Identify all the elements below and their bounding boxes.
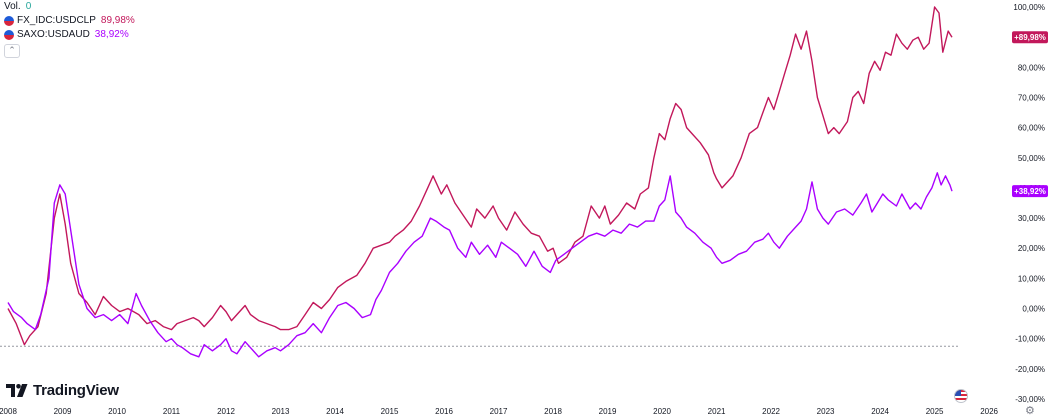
legend-series-row[interactable]: FX_IDC:USDCLP 89,98% — [4, 14, 135, 28]
x-tick-label: 2021 — [708, 407, 726, 416]
y-tick-label: -10,00% — [1015, 335, 1045, 344]
x-tick-label: 2014 — [326, 407, 344, 416]
x-tick-label: 2025 — [926, 407, 944, 416]
x-tick-label: 2016 — [435, 407, 453, 416]
tradingview-logo[interactable]: TradingView — [6, 382, 119, 399]
x-tick-label: 2010 — [108, 407, 126, 416]
cl-us-flag-icon — [4, 16, 14, 26]
x-tick-label: 2017 — [490, 407, 508, 416]
x-tick-label: 2012 — [217, 407, 235, 416]
last-value-label: +38,92% — [1014, 187, 1046, 196]
legend-collapse-button[interactable]: ⌃ — [4, 44, 20, 58]
x-tick-label: 2009 — [54, 407, 72, 416]
last-value-badge — [1012, 185, 1048, 198]
x-tick-label: 2026 — [980, 407, 998, 416]
y-tick-label: 100,00% — [1013, 3, 1045, 12]
price-scale[interactable]: 100,00%90,00%80,00%70,00%60,00%50,00%40,… — [1013, 3, 1045, 404]
x-tick-label: 2015 — [381, 407, 399, 416]
last-value-labels: +89,98% +38,92% — [1012, 31, 1048, 198]
y-tick-label: 0,00% — [1022, 305, 1045, 314]
legend: Vol. 0 FX_IDC:USDCLP 89,98% SAXO:USDAUD … — [4, 0, 135, 42]
y-tick-label: 10,00% — [1018, 274, 1045, 283]
last-value-label: +89,98% — [1014, 33, 1046, 42]
volume-label: Vol. — [4, 1, 21, 12]
y-tick-label: -30,00% — [1015, 395, 1045, 404]
y-tick-label: 60,00% — [1018, 124, 1045, 133]
brand-name: TradingView — [33, 382, 119, 399]
x-tick-label: 2008 — [0, 407, 17, 416]
legend-series-row[interactable]: SAXO:USDAUD 38,92% — [4, 28, 135, 42]
x-tick-label: 2019 — [599, 407, 617, 416]
x-tick-label: 2022 — [762, 407, 780, 416]
x-tick-label: 2011 — [163, 407, 181, 416]
chevron-up-icon: ⌃ — [8, 45, 16, 55]
x-tick-label: 2023 — [817, 407, 835, 416]
x-tick-label: 2020 — [653, 407, 671, 416]
time-scale[interactable]: 2008 2009 2010 2011 2012 2013 2014 2015 2016 2017… — [0, 407, 999, 416]
legend-volume-row: Vol. 0 — [4, 0, 135, 14]
legend-series-name: FX_IDC:USDCLP — [17, 15, 96, 26]
volume-value: 0 — [25, 1, 32, 12]
y-tick-label: 50,00% — [1018, 154, 1045, 163]
legend-series-name: SAXO:USDAUD — [17, 29, 90, 40]
au-us-flag-icon — [4, 30, 14, 40]
x-tick-label: 2024 — [871, 407, 889, 416]
x-tick-label: 2013 — [272, 407, 290, 416]
y-tick-label: 20,00% — [1018, 244, 1045, 253]
tradingview-logo-icon — [6, 384, 28, 397]
legend-series-value: 89,98% — [100, 15, 135, 26]
y-tick-label: 70,00% — [1018, 93, 1045, 102]
y-tick-label: 80,00% — [1018, 63, 1045, 72]
gear-icon[interactable]: ⚙ — [1025, 405, 1035, 417]
series-lines — [7, 6, 953, 358]
us-flag-icon[interactable] — [954, 389, 968, 403]
x-tick-label: 2018 — [544, 407, 562, 416]
y-tick-label: 30,00% — [1018, 214, 1045, 223]
last-value-badge — [1012, 31, 1048, 44]
series-line — [7, 172, 953, 358]
series-line — [7, 6, 953, 346]
y-tick-label: -20,00% — [1015, 365, 1045, 374]
legend-series-value: 38,92% — [94, 29, 129, 40]
